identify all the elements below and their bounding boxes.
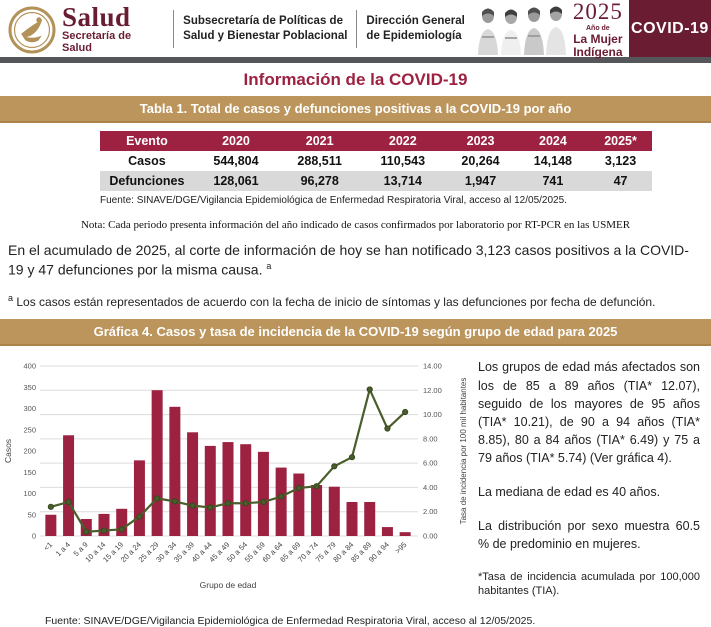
- side-paragraph-1: Los grupos de edad más afectados son los…: [478, 360, 700, 466]
- cell: 128,061: [213, 174, 259, 188]
- cell: 3,123: [604, 154, 637, 168]
- subsecretaria-block: Subsecretaría de Políticas de Salud y Bi…: [183, 14, 347, 43]
- svg-text:90 a 94: 90 a 94: [367, 540, 391, 564]
- brand-title: Salud: [62, 1, 131, 32]
- svg-text:200: 200: [23, 447, 36, 456]
- cell: 96,278: [300, 174, 339, 188]
- cell: 14,148: [533, 154, 573, 168]
- cell: 741: [542, 174, 564, 188]
- header-divider: [173, 9, 175, 48]
- svg-text:Casos: Casos: [3, 439, 13, 463]
- col-2021: 2021: [278, 131, 362, 151]
- indigenous-women-photo: [477, 6, 566, 55]
- summary-text: En el acumulado de 2025, al corte de inf…: [8, 242, 689, 278]
- row-label: Casos: [128, 154, 166, 168]
- page-title: Información de la COVID-19: [243, 70, 468, 89]
- svg-text:50: 50: [28, 511, 36, 520]
- chart-source: Fuente: SINAVE/DGE/Vigilancia Epidemioló…: [45, 615, 536, 627]
- svg-text:250: 250: [23, 426, 36, 435]
- dge-block: Dirección General de Epidemiología: [366, 14, 464, 43]
- col-2022: 2022: [361, 131, 445, 151]
- table-row-defunciones: Defunciones 128,061 96,278 13,714 1,947 …: [100, 171, 652, 191]
- cell: 544,804: [213, 154, 259, 168]
- svg-text:400: 400: [23, 362, 36, 371]
- cell: 110,543: [380, 154, 426, 168]
- svg-text:Grupo de edad: Grupo de edad: [200, 580, 257, 590]
- dge-line2: de Epidemiología: [366, 29, 462, 42]
- chart-title-bar: Gráfica 4. Casos y tasa de incidencia de…: [0, 319, 711, 347]
- cell: 13,714: [383, 174, 422, 188]
- side-footnote: *Tasa de incidencia acumulada por 100,00…: [478, 570, 700, 598]
- col-2024: 2024: [516, 131, 590, 151]
- brand-block: Salud Secretaría de Salud: [62, 1, 154, 54]
- svg-text:150: 150: [23, 468, 36, 477]
- table-source: Fuente: SINAVE/DGE/Vigilancia Epidemioló…: [100, 195, 567, 206]
- side-paragraph-3: La distribución por sexo muestra 60.5 % …: [478, 519, 700, 552]
- year-line2: La Mujer: [573, 31, 623, 46]
- side-paragraph-2: La mediana de edad es 40 años.: [478, 485, 661, 500]
- svg-text:100: 100: [23, 489, 36, 498]
- subsecretaria-line2: Salud y Bienestar Poblacional: [183, 29, 348, 42]
- svg-text:300: 300: [23, 404, 36, 413]
- chart-section: 0.00 2.00 4.00 6.00 8.00 10.00 12.00 14.00 0 50 10…: [0, 352, 711, 615]
- svg-text:6.00: 6.00: [423, 459, 438, 468]
- svg-text:0: 0: [32, 532, 36, 541]
- subsecretaria-line1: Subsecretaría de Políticas de: [183, 15, 343, 28]
- footnote-marker: a: [8, 293, 14, 304]
- svg-text:4.00: 4.00: [423, 483, 438, 492]
- row-label: Defunciones: [109, 174, 185, 188]
- cell: 20,264: [461, 154, 500, 168]
- svg-text:Tasa de incidencia por 100 mil: Tasa de incidencia por 100 mil habitante…: [459, 378, 468, 525]
- header-separator: [0, 57, 711, 63]
- svg-text:<1: <1: [42, 540, 54, 552]
- table-title-bar: Tabla 1. Total de casos y defunciones po…: [0, 96, 711, 123]
- table-header-row: Evento 2020 2021 2022 2023 2024 2025*: [100, 131, 652, 151]
- year-line1: Año de: [585, 24, 610, 32]
- brand-subtitle: Secretaría de Salud: [62, 29, 132, 54]
- summary-footnote: a Los casos están representados de acuer…: [8, 293, 703, 309]
- year-badge: 2025 Año de La Mujer Indígena: [573, 0, 623, 58]
- svg-text:12.00: 12.00: [423, 386, 442, 395]
- table-row-casos: Casos 544,804 288,511 110,543 20,264 14,…: [100, 151, 652, 171]
- year-line3: Indígena: [573, 44, 623, 59]
- svg-text:1 a 4: 1 a 4: [54, 540, 72, 558]
- svg-text:8.00: 8.00: [423, 435, 438, 444]
- svg-text:>95: >95: [393, 540, 408, 555]
- header: Salud Secretaría de Salud Subsecretaría …: [0, 0, 711, 58]
- cases-table-wrap: Evento 2020 2021 2022 2023 2024 2025* Ca…: [100, 131, 652, 191]
- header-divider-2: [356, 9, 358, 48]
- col-2023: 2023: [444, 131, 517, 151]
- summary-superscript: a: [266, 260, 272, 271]
- cell: 1,947: [464, 174, 497, 188]
- chart-box: 0.00 2.00 4.00 6.00 8.00 10.00 12.00 14.00 0 50 10…: [0, 352, 476, 615]
- year-number: 2025: [572, 0, 623, 24]
- footnote-text: Los casos están representados de acuerdo…: [16, 295, 656, 310]
- svg-text:0.00: 0.00: [423, 532, 438, 541]
- chart-side-panel: Los grupos de edad más afectados son los…: [478, 358, 700, 615]
- summary-paragraph: En el acumulado de 2025, al corte de inf…: [8, 241, 703, 279]
- cell: 288,511: [297, 154, 342, 168]
- col-2020: 2020: [193, 131, 279, 151]
- col-2025: 2025*: [589, 131, 652, 151]
- age-group-chart: 0.00 2.00 4.00 6.00 8.00 10.00 12.00 14.00 0 50 10…: [3, 362, 468, 591]
- svg-text:350: 350: [23, 383, 36, 392]
- svg-text:2.00: 2.00: [423, 508, 438, 517]
- svg-text:14.00: 14.00: [423, 362, 442, 371]
- table-note: Nota: Cada periodo presenta información …: [80, 219, 631, 231]
- dge-line1: Dirección General: [366, 15, 465, 28]
- col-evento: Evento: [100, 131, 194, 151]
- svg-text:10.00: 10.00: [423, 411, 442, 420]
- mexico-seal-icon: [8, 6, 56, 53]
- cell: 47: [613, 174, 628, 188]
- cases-by-year-table: Evento 2020 2021 2022 2023 2024 2025* Ca…: [100, 131, 652, 191]
- covid19-badge: COVID-19: [628, 0, 711, 57]
